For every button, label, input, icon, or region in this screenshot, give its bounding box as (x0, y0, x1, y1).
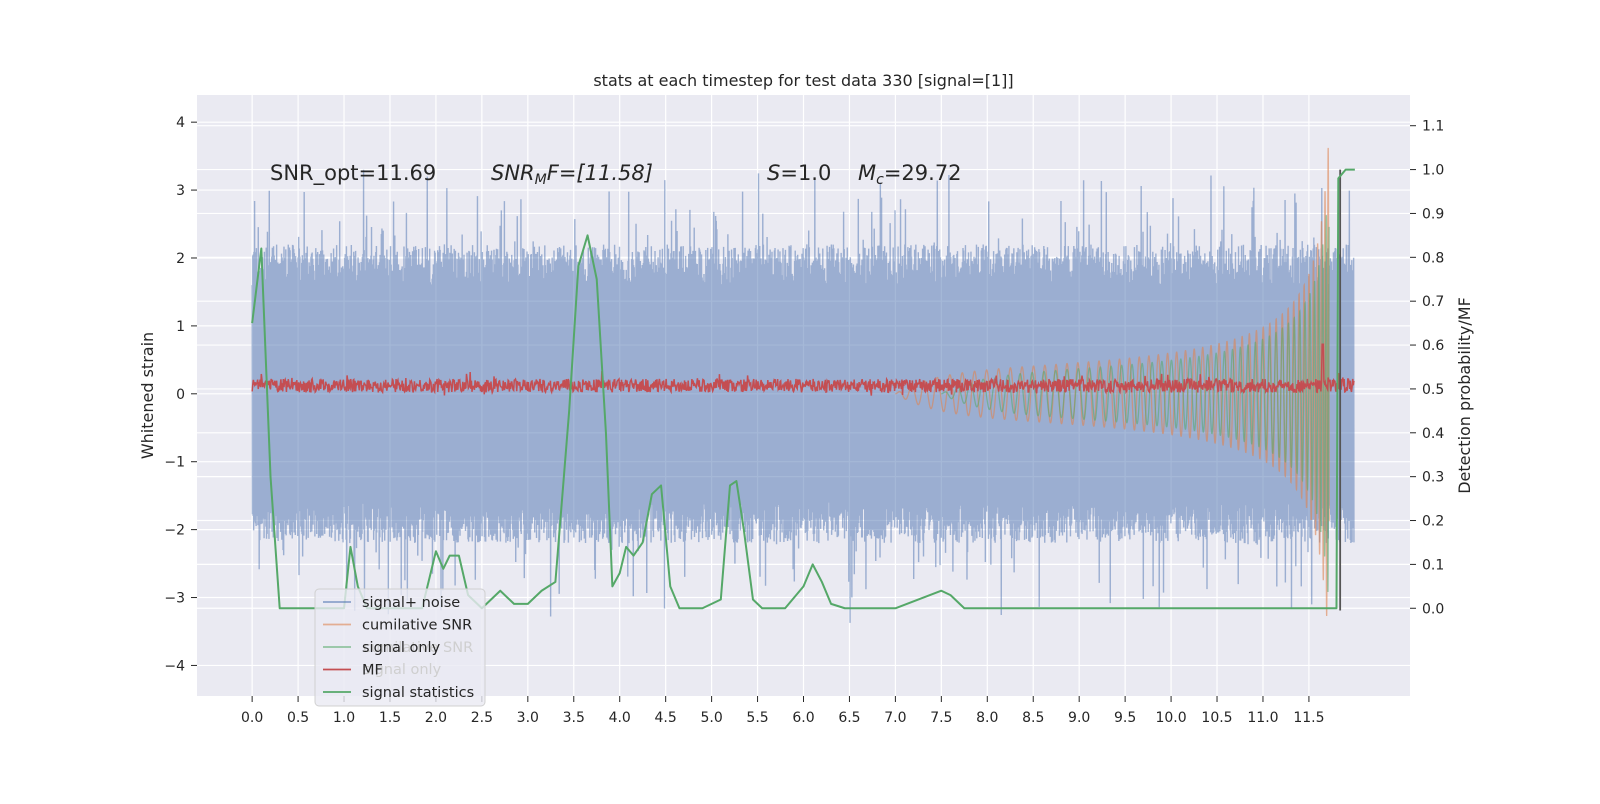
snr-mf-subscript: M (535, 172, 547, 188)
x-tick-label: 6.5 (838, 710, 860, 726)
x-tick-label: 10.5 (1201, 710, 1232, 726)
y-right-tick-label: 1.0 (1422, 163, 1444, 179)
y-tick-label: −1 (164, 455, 185, 471)
x-tick-label: 0.5 (287, 710, 309, 726)
snr-mf-symbol: SNR (491, 161, 535, 185)
y-right-tick-label: 0.7 (1422, 294, 1444, 310)
x-tick-label: 1.5 (379, 710, 401, 726)
y-right-tick-label: 0.0 (1422, 601, 1444, 617)
legend-entry-label: signal statistics (362, 685, 474, 701)
series-mf (251, 343, 1355, 396)
legend-ghost-text: signal only (363, 662, 442, 678)
x-tick-label: 7.0 (884, 710, 906, 726)
y-right-tick-label: 0.1 (1422, 557, 1444, 573)
chirp-mass-subscript: c (876, 172, 884, 188)
y-right-tick-label: 0.2 (1422, 514, 1444, 530)
chirp-mass-annotation: Mc=29.72 (858, 161, 962, 188)
x-tick-label: 3.5 (563, 710, 585, 726)
y-tick-label: 2 (176, 251, 185, 267)
legend-entry-label: cumilative SNR (362, 618, 472, 634)
s-symbol: S (767, 161, 780, 185)
x-tick-label: 2.0 (425, 710, 447, 726)
x-tick-label: 9.0 (1068, 710, 1090, 726)
y-tick-label: −2 (164, 523, 185, 539)
x-tick-label: 8.5 (1022, 710, 1044, 726)
x-tick-label: 5.0 (700, 710, 722, 726)
series-cumulative-snr (895, 147, 1330, 617)
x-tick-label: 4.0 (609, 710, 631, 726)
x-tick-label: 10.0 (1155, 710, 1186, 726)
s-value: =1.0 (780, 161, 831, 185)
y-right-tick-label: 0.9 (1422, 206, 1444, 222)
snr-mf-value: F=[11.58] (547, 161, 653, 185)
legend: cumilative SNR signal only signal+ noise… (314, 588, 486, 707)
y-axis-label: Whitened strain (138, 332, 157, 459)
x-tick-label: 1.0 (333, 710, 355, 726)
y-right-tick-label: 0.5 (1422, 382, 1444, 398)
legend-entry-label: MF (362, 663, 383, 679)
legend-entry-label: signal only (362, 640, 441, 656)
y-tick-label: −3 (164, 591, 185, 607)
y-tick-label: 0 (176, 387, 185, 403)
y-tick-label: 4 (176, 115, 185, 131)
y-tick-label: 3 (176, 183, 185, 199)
y-axis-label-right: Detection probability/MF (1455, 297, 1474, 494)
chirp-mass-symbol: M (858, 161, 876, 185)
x-tick-label: 7.5 (930, 710, 952, 726)
s-annotation: S=1.0 (767, 161, 831, 185)
annotation-group: SNR_opt=11.69 SNRMF=[11.58] S=1.0 Mc=29.… (270, 161, 962, 188)
x-tick-label: 3.0 (517, 710, 539, 726)
chirp-mass-value: =29.72 (884, 161, 962, 185)
y-right-tick-label: 1.1 (1422, 119, 1444, 135)
y-right-tick-label: 0.4 (1422, 426, 1444, 442)
x-tick-label: 4.5 (655, 710, 677, 726)
y-right-tick-label: 0.6 (1422, 338, 1444, 354)
legend-entry-label: signal+ noise (362, 595, 460, 611)
snr-mf-annotation: SNRMF=[11.58] (491, 161, 653, 188)
x-tick-label: 2.5 (471, 710, 493, 726)
x-tick-label: 5.5 (746, 710, 768, 726)
y-tick-label: 1 (176, 319, 185, 335)
y-right-tick-label: 0.3 (1422, 470, 1444, 486)
chart-title: stats at each timestep for test data 330… (593, 71, 1013, 90)
x-tick-label: 8.0 (976, 710, 998, 726)
x-tick-label: 0.0 (241, 710, 263, 726)
legend-box (314, 588, 486, 707)
x-tick-label: 9.5 (1114, 710, 1136, 726)
x-tick-label: 6.0 (792, 710, 814, 726)
snr-opt-annotation: SNR_opt=11.69 (270, 161, 436, 186)
y-right-tick-label: 0.8 (1422, 250, 1444, 266)
x-tick-label: 11.0 (1247, 710, 1278, 726)
x-tick-label: 11.5 (1293, 710, 1324, 726)
legend-ghost-group: cumilative SNR signal only (363, 640, 473, 678)
legend-ghost-text: cumilative SNR (363, 640, 473, 656)
axes: 0.0 0.5 1.0 1.5 2.0 2.5 3.0 3.5 4.0 4.5 5.0 5.5 6.0 6… (164, 115, 1444, 726)
y-tick-label: −4 (164, 658, 185, 674)
